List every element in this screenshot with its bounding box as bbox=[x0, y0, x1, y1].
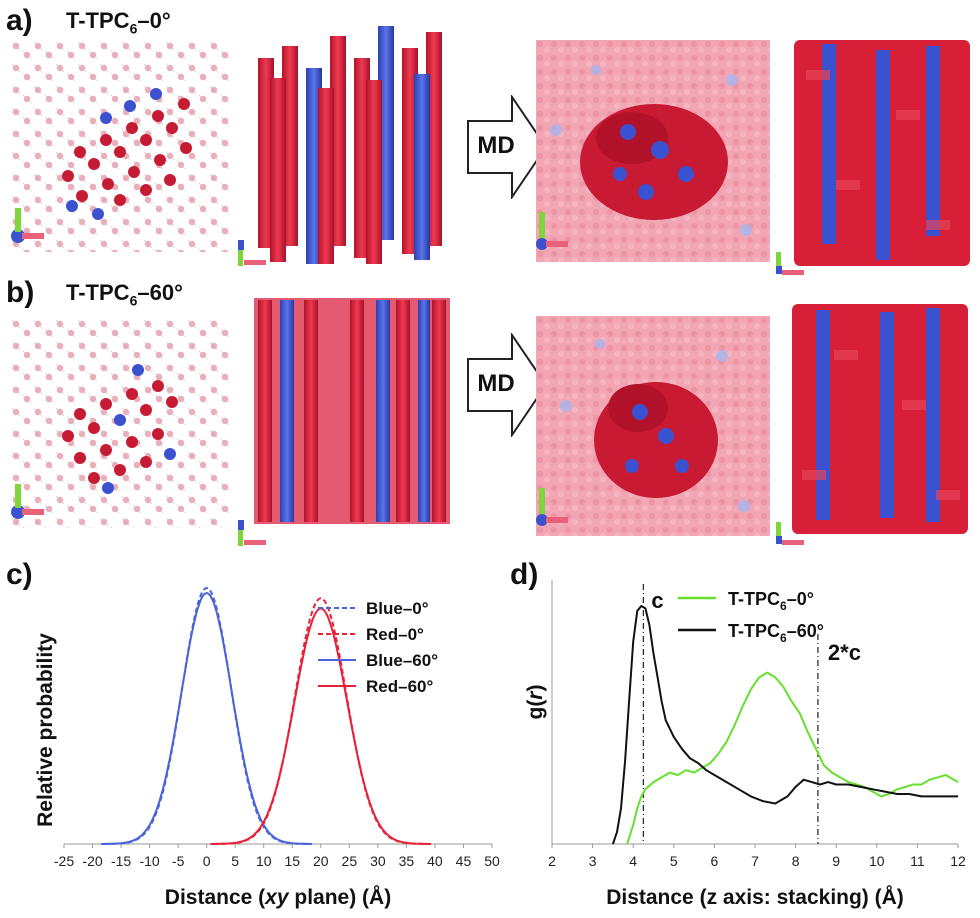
panel-b-title: T-TPC6–60° bbox=[66, 280, 183, 309]
x-axis-title: Distance (xy plane) (Å) bbox=[165, 885, 391, 909]
panel-a-md-arrow-icon bbox=[467, 95, 548, 199]
x-tick-label: 15 bbox=[284, 853, 300, 869]
panel-b-md-label: MD bbox=[477, 370, 515, 397]
x-tick-label: 35 bbox=[399, 853, 415, 869]
x-tick-label: 2 bbox=[548, 853, 556, 869]
panel-b-label: b) bbox=[6, 276, 35, 309]
panel-b-md-top-view-image bbox=[536, 316, 770, 536]
x-tick-label: 10 bbox=[869, 853, 885, 869]
legend-entry: Red–0° bbox=[366, 625, 424, 644]
legend-entry: T-TPC6–60° bbox=[728, 621, 824, 645]
x-tick-label: 9 bbox=[832, 853, 840, 869]
legend-entry: Blue–0° bbox=[366, 599, 429, 618]
x-tick-label: 0 bbox=[203, 853, 211, 869]
panel-a-top-view-image bbox=[10, 40, 232, 252]
x-tick-label: 5 bbox=[231, 853, 239, 869]
x-tick-label: 10 bbox=[256, 853, 272, 869]
panel-b-md-arrow-icon bbox=[467, 333, 548, 437]
panel-a-md-label: MD bbox=[477, 132, 515, 159]
series-line-1 bbox=[103, 586, 310, 845]
x-tick-label: -25 bbox=[54, 853, 74, 869]
x-tick-label: 25 bbox=[342, 853, 358, 869]
x-tick-label: 30 bbox=[370, 853, 386, 869]
y-axis-title: g(r) bbox=[524, 684, 547, 719]
legend-entry: Red–60° bbox=[366, 677, 433, 696]
panel-b-column-stack-image bbox=[238, 298, 450, 546]
x-tick-label: 12 bbox=[950, 853, 966, 869]
x-tick-label: 20 bbox=[313, 853, 329, 869]
x-tick-label: 5 bbox=[670, 853, 678, 869]
x-tick-label: 7 bbox=[751, 853, 759, 869]
legend-entry: Blue–60° bbox=[366, 651, 438, 670]
x-tick-label: 11 bbox=[910, 853, 925, 869]
x-tick-label: -20 bbox=[82, 853, 102, 869]
x-tick-label: -10 bbox=[139, 853, 159, 869]
panel-a-title: T-TPC6–0° bbox=[66, 8, 171, 37]
panel-d-chart: 2 3 4 5 6 7 8 9 10 11 12 Distance (z axis: stacking… bbox=[524, 580, 966, 909]
series-line-3 bbox=[101, 592, 313, 845]
x-tick-label: 50 bbox=[484, 853, 500, 869]
annotation-label: 2*c bbox=[828, 640, 861, 665]
x-tick-label: -5 bbox=[172, 853, 185, 869]
panel-b-md-column-image bbox=[776, 304, 968, 545]
panel-c-chart: -25 -20 -15 -10 -5 0 5 10 15 20 25 30 35 40 45 50 Distan… bbox=[34, 586, 500, 909]
x-tick-label: 6 bbox=[711, 853, 719, 869]
series-line-1 bbox=[626, 671, 959, 845]
x-tick-label: 3 bbox=[589, 853, 597, 869]
series-line-2 bbox=[611, 605, 958, 845]
y-axis-title: Relative probability bbox=[34, 633, 57, 827]
panel-d-label: d) bbox=[510, 558, 539, 591]
x-tick-label: 8 bbox=[792, 853, 800, 869]
panel-a-label: a) bbox=[6, 4, 33, 37]
x-axis-title: Distance (z axis: stacking) (Å) bbox=[606, 885, 904, 909]
panel-c-label: c) bbox=[6, 558, 33, 591]
panel-a-column-stack-image bbox=[238, 26, 442, 266]
x-tick-label: 40 bbox=[427, 853, 443, 869]
x-tick-label: 45 bbox=[456, 853, 472, 869]
annotation-label: c bbox=[651, 588, 663, 613]
x-tick-label: -15 bbox=[111, 853, 131, 869]
panel-b-top-view-image bbox=[10, 318, 232, 528]
x-tick-label: 4 bbox=[629, 853, 637, 869]
panel-a-md-top-view-image bbox=[536, 40, 770, 262]
panel-a-md-column-image bbox=[776, 40, 970, 275]
legend-entry: T-TPC6–0° bbox=[728, 589, 814, 613]
